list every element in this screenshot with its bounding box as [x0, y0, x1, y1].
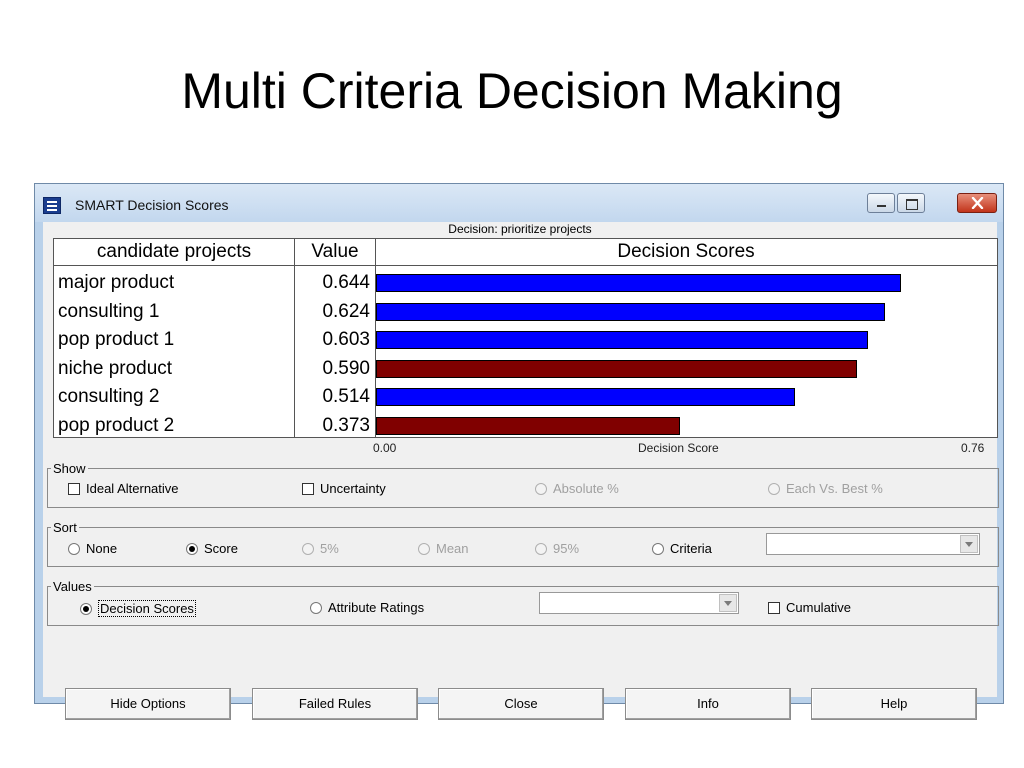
project-name: major product — [58, 272, 175, 293]
project-value: 0.373 — [322, 414, 370, 436]
column-header-value: Value — [311, 241, 359, 262]
score-bar — [376, 416, 680, 435]
checkbox-box[interactable] — [68, 482, 80, 495]
sort-criteria-radio[interactable]: Criteria — [652, 541, 712, 556]
sort-95-percent-radio[interactable]: 95% — [535, 541, 579, 556]
each-vs-best-radio[interactable]: Each Vs. Best % — [768, 481, 883, 496]
criteria-dropdown[interactable] — [766, 533, 980, 555]
maximize-button[interactable] — [897, 193, 925, 213]
score-bar — [376, 388, 795, 406]
smart-decision-scores-window: SMART Decision Scores Decision: prioriti… — [34, 183, 1004, 720]
axis-tick-label-min: 0.00 — [373, 441, 397, 455]
project-name: pop product 2 — [58, 414, 175, 436]
chevron-down-icon[interactable] — [719, 594, 737, 612]
column-divider — [375, 239, 376, 437]
radio-circle[interactable] — [418, 542, 430, 555]
decision-scores-radio[interactable]: Decision Scores — [80, 600, 196, 617]
project-name: pop product 1 — [58, 329, 175, 350]
radio-circle[interactable] — [68, 542, 80, 555]
header-divider — [54, 265, 997, 266]
app-icon — [43, 197, 61, 214]
ideal-alternative-checkbox[interactable]: Ideal Alternative — [68, 481, 179, 496]
sort-score-radio[interactable]: Score — [186, 541, 238, 556]
radio-circle[interactable] — [652, 542, 664, 555]
project-value: 0.624 — [322, 300, 370, 322]
close-button[interactable]: Close — [438, 688, 604, 720]
sort-none-radio[interactable]: None — [68, 541, 117, 556]
attribute-dropdown[interactable] — [539, 592, 739, 614]
cumulative-checkbox[interactable]: Cumulative — [768, 600, 851, 615]
checkbox-box[interactable] — [768, 601, 780, 614]
score-bar — [376, 331, 868, 349]
radio-circle[interactable] — [302, 542, 314, 555]
radio-circle-selected[interactable] — [186, 542, 198, 555]
sort-group: Sort None Score 5% Mean 95% Criteria — [47, 520, 999, 567]
column-header-candidate-projects: candidate projects — [96, 241, 252, 262]
radio-circle[interactable] — [310, 601, 322, 614]
radio-circle[interactable] — [535, 542, 547, 555]
chart-caption: Decision: prioritize projects — [448, 222, 592, 236]
project-value: 0.603 — [322, 329, 370, 350]
values-group: Values Decision Scores Attribute Ratings… — [47, 579, 999, 626]
close-icon — [971, 197, 984, 209]
title-bar[interactable]: SMART Decision Scores — [35, 184, 1003, 222]
absolute-percent-radio[interactable]: Absolute % — [535, 481, 619, 496]
minimize-button[interactable] — [867, 193, 895, 213]
window-client-area: Decision: prioritize projects candidate … — [43, 222, 999, 720]
project-name: niche product — [58, 357, 173, 379]
uncertainty-checkbox[interactable]: Uncertainty — [302, 481, 386, 496]
radio-circle[interactable] — [768, 482, 780, 495]
window-title: SMART Decision Scores — [75, 197, 229, 213]
score-bar — [376, 359, 857, 378]
help-button[interactable]: Help — [811, 688, 977, 720]
hide-options-button[interactable]: Hide Options — [65, 688, 231, 720]
sort-mean-radio[interactable]: Mean — [418, 541, 469, 556]
sort-group-label: Sort — [51, 520, 79, 535]
project-name: consulting 2 — [58, 386, 160, 407]
project-value: 0.644 — [322, 272, 370, 293]
axis-title: Decision Score — [638, 441, 719, 455]
score-bar — [376, 274, 901, 292]
radio-circle[interactable] — [535, 482, 547, 495]
info-button[interactable]: Info — [625, 688, 791, 720]
failed-rules-button[interactable]: Failed Rules — [252, 688, 418, 720]
values-group-label: Values — [51, 579, 94, 594]
chevron-down-icon[interactable] — [960, 535, 978, 553]
checkbox-box[interactable] — [302, 482, 314, 495]
radio-circle-selected[interactable] — [80, 602, 92, 615]
column-divider — [294, 239, 295, 437]
maximize-icon — [906, 199, 918, 210]
score-bar — [376, 302, 885, 321]
slide-title: Multi Criteria Decision Making — [181, 63, 843, 119]
show-group-label: Show — [51, 461, 88, 476]
sort-5-percent-radio[interactable]: 5% — [302, 541, 339, 556]
close-window-button[interactable] — [957, 193, 997, 213]
show-group: Show Ideal Alternative Uncertainty Absol… — [47, 461, 999, 508]
column-header-decision-scores: Decision Scores — [617, 241, 755, 262]
project-value: 0.514 — [322, 386, 370, 407]
axis-tick-label-max: 0.76 — [961, 441, 985, 455]
project-value: 0.590 — [322, 357, 370, 379]
project-name: consulting 1 — [58, 300, 160, 322]
minimize-icon — [877, 205, 886, 207]
attribute-ratings-radio[interactable]: Attribute Ratings — [310, 600, 424, 615]
decision-scores-table: candidate projects Value Decision Scores… — [53, 238, 998, 438]
